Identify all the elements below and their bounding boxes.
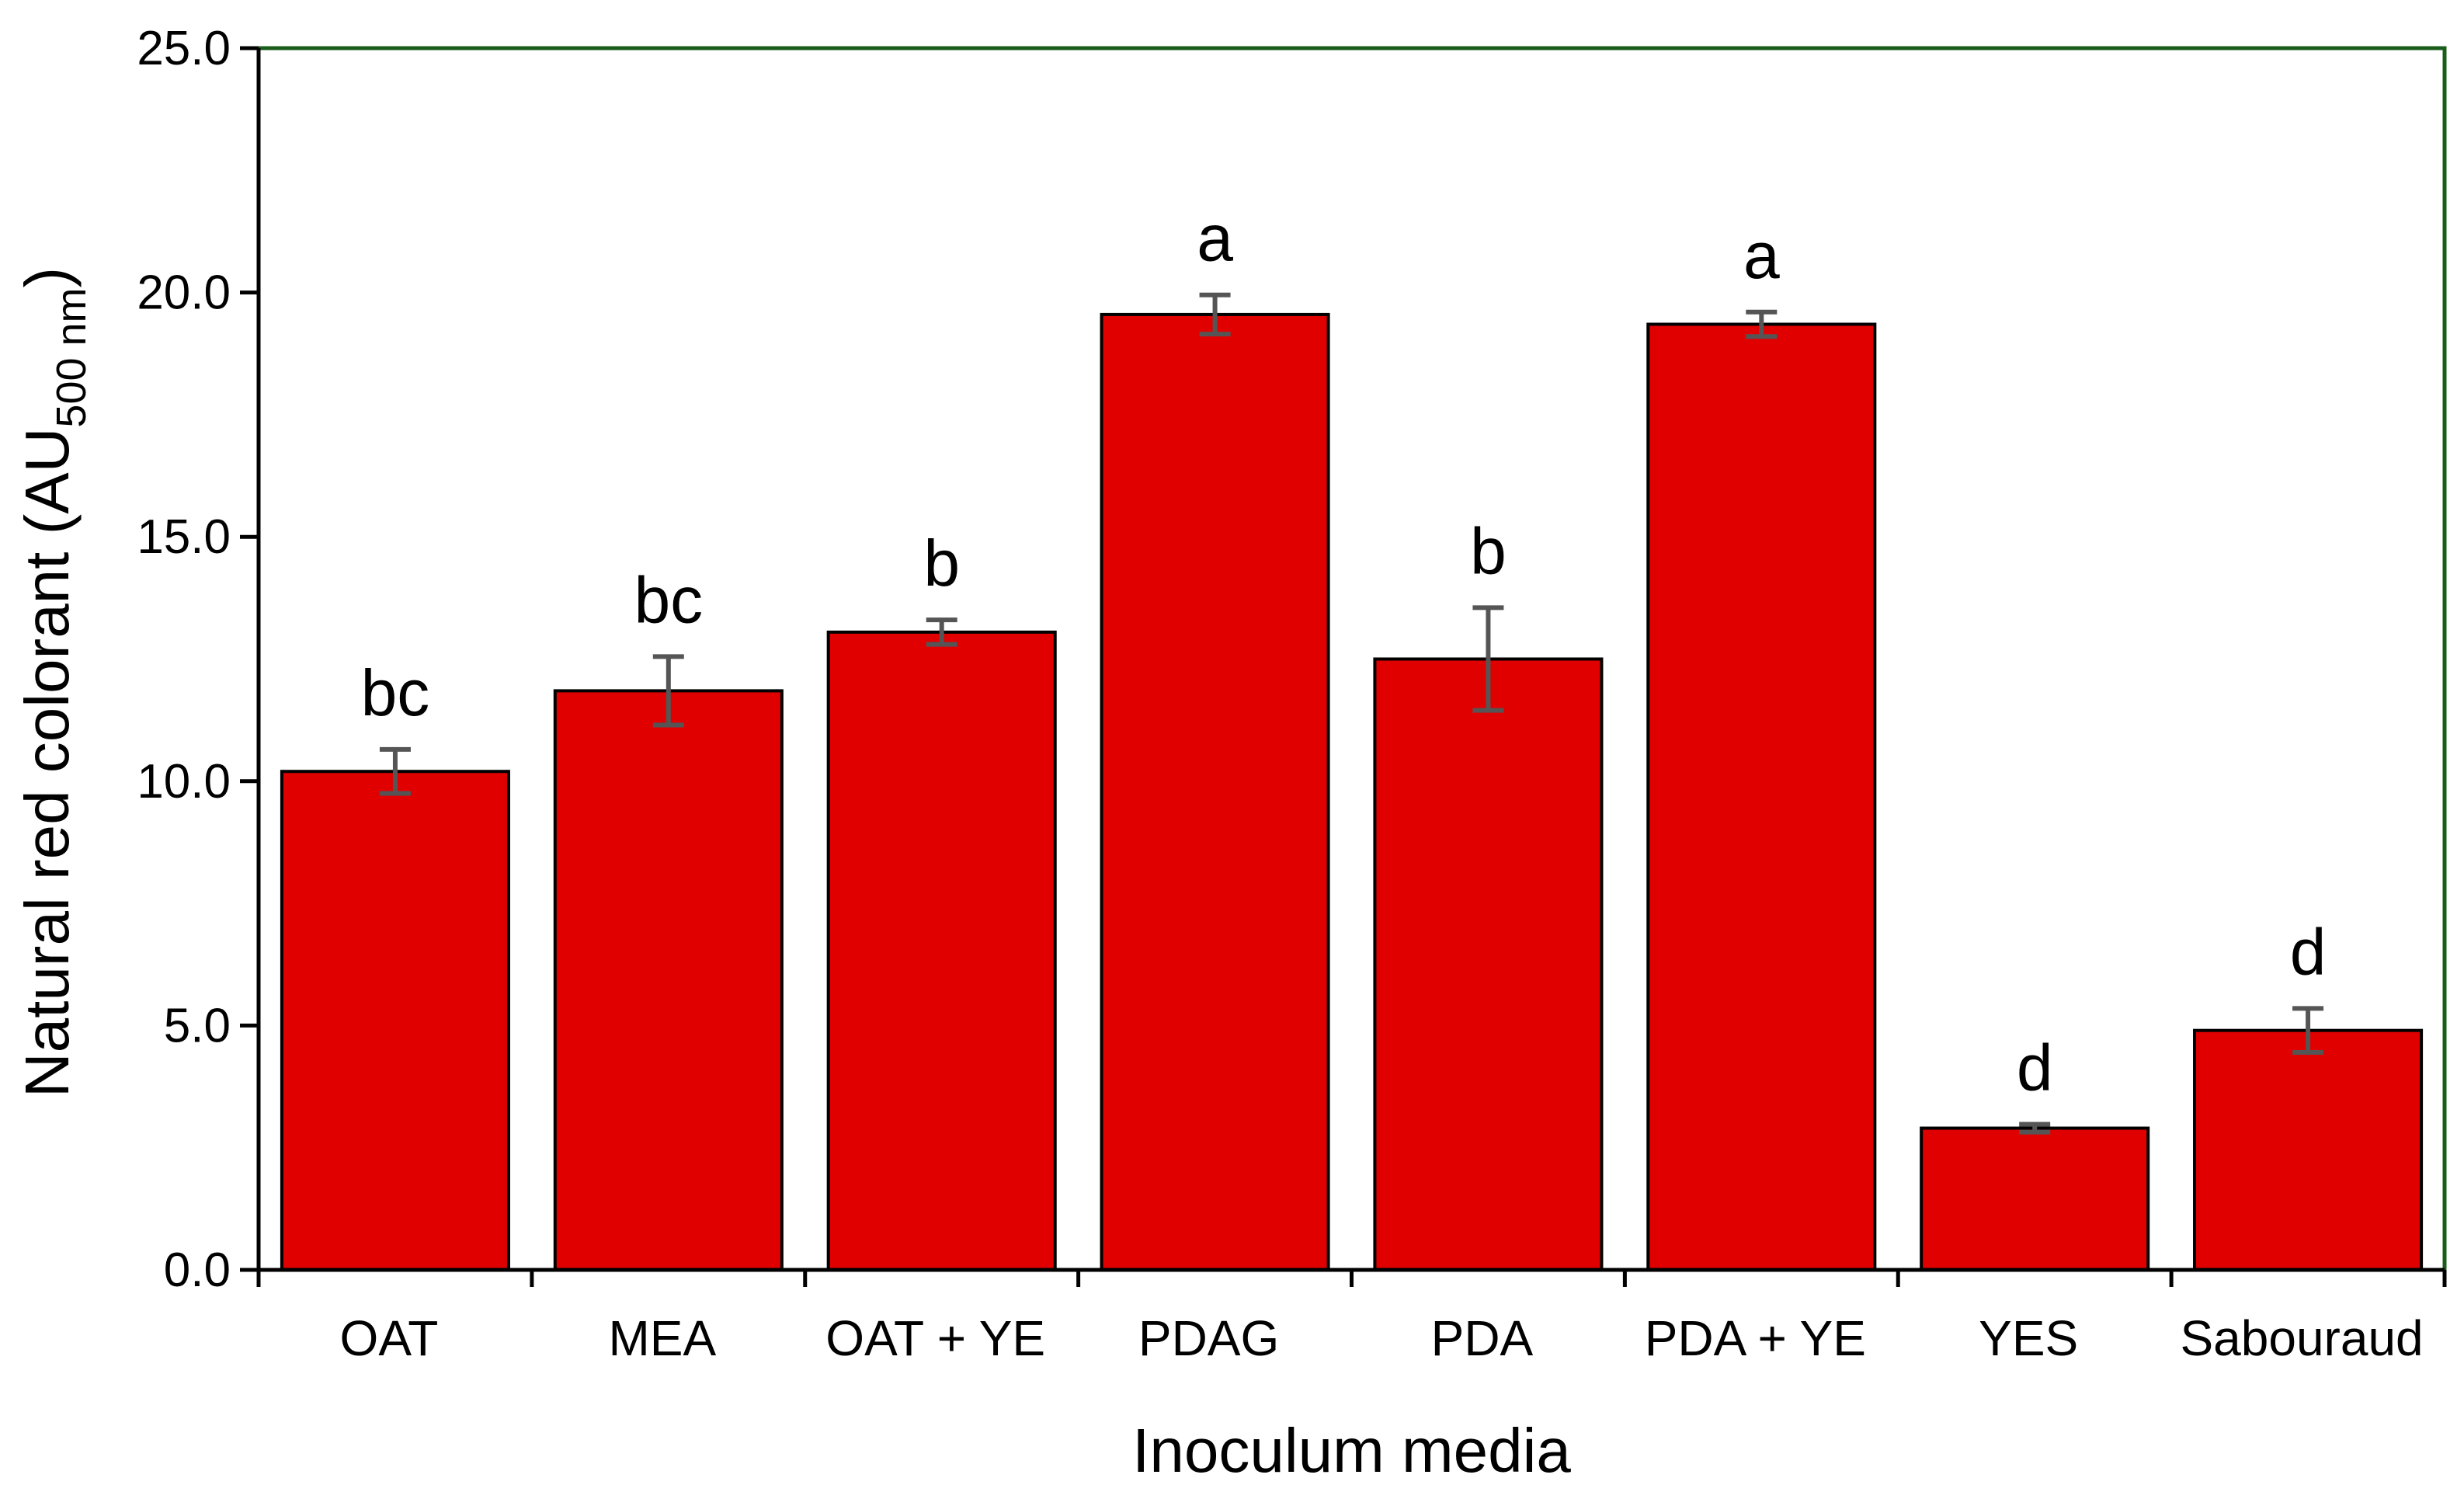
bar xyxy=(1100,312,1330,1272)
x-axis-ticks: OAT MEA OAT + YE PDAG PDA PDA + YE YES Sabourau… xyxy=(256,1270,2447,1366)
y-tick-label: 20.0 xyxy=(137,266,231,320)
x-category-label: OAT + YE xyxy=(825,1310,1045,1366)
significance-labels-group: bc bc b a b a d d xyxy=(361,202,2327,1104)
significance-label: bc xyxy=(634,563,703,636)
bar xyxy=(1646,322,1877,1271)
y-axis-title-subscript: 500 nm xyxy=(48,287,95,427)
bar xyxy=(1373,657,1604,1271)
y-tick-label: 10.0 xyxy=(137,755,231,809)
bar xyxy=(553,689,784,1271)
y-tick-label: 15.0 xyxy=(137,510,231,564)
significance-label: b xyxy=(923,527,960,600)
bars-group xyxy=(280,312,2424,1272)
x-category-label: PDA xyxy=(1431,1310,1534,1366)
y-axis-title-main: Natural red colorant (AU xyxy=(12,428,82,1098)
y-axis-title-close: ) xyxy=(12,267,82,288)
significance-label: d xyxy=(2290,915,2327,988)
x-category-label: PDAG xyxy=(1138,1310,1279,1366)
bar xyxy=(826,630,1057,1271)
y-tick-label: 5.0 xyxy=(164,999,231,1052)
x-axis-title: Inoculum media xyxy=(1132,1416,1571,1485)
x-category-label: YES xyxy=(1979,1310,2078,1366)
significance-label: bc xyxy=(361,656,430,729)
bar xyxy=(280,770,510,1271)
y-axis-title: Natural red colorant (AU500 nm) xyxy=(12,267,95,1097)
bar xyxy=(1920,1126,2150,1271)
significance-label: b xyxy=(1470,514,1507,587)
error-bars-group xyxy=(379,292,2324,1135)
significance-label: d xyxy=(2017,1031,2053,1104)
x-category-label: Sabouraud xyxy=(2180,1310,2423,1366)
x-category-label: MEA xyxy=(608,1310,716,1366)
y-tick-label: 0.0 xyxy=(164,1243,231,1297)
significance-label: a xyxy=(1743,219,1780,292)
x-category-label: OAT xyxy=(340,1310,439,1366)
x-category-label: PDA + YE xyxy=(1645,1310,1866,1366)
significance-label: a xyxy=(1197,202,1233,275)
bar xyxy=(2193,1028,2424,1272)
y-tick-label: 25.0 xyxy=(137,22,231,75)
y-axis-ticks: 0.0 5.0 10.0 15.0 20.0 25.0 xyxy=(137,22,259,1297)
